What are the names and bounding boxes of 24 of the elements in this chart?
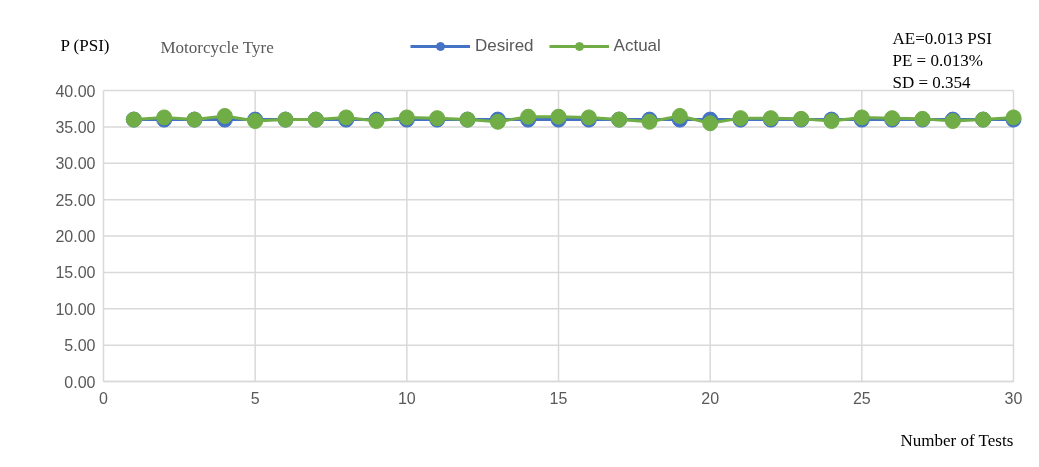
y-tick-label: 0.00 xyxy=(64,373,96,391)
text: PE = 0.013% xyxy=(892,51,983,70)
y-tick-label: 25.00 xyxy=(55,191,96,209)
y-tick-label: 30.00 xyxy=(55,155,96,173)
x-tick-label: 5 xyxy=(250,389,260,407)
y-axis-title: P (PSI) xyxy=(60,36,110,55)
text: AE=0.013 PSI xyxy=(892,29,993,48)
y-tick-label: 10.00 xyxy=(55,300,96,318)
annotation: SD = 0.354 xyxy=(892,73,972,92)
x-tick-label: 30 xyxy=(1004,389,1023,407)
y-tick-label: 15.00 xyxy=(55,264,96,282)
y-tick-label: 20.00 xyxy=(55,228,96,245)
x-tick-label: 25 xyxy=(852,389,871,407)
x-tick-label: 15 xyxy=(549,389,568,407)
x-tick-label: 20 xyxy=(701,389,720,407)
y-tick-label: 5.00 xyxy=(64,337,96,355)
x-tick-label: 0 xyxy=(99,389,109,407)
y-tick-label: 40.00 xyxy=(55,82,96,100)
x-tick-label: 10 xyxy=(397,389,416,407)
y-tick-label: 35.00 xyxy=(55,118,96,136)
legend-label: Desired xyxy=(475,36,534,56)
x-axis-title: Number of Tests xyxy=(900,431,1014,450)
chart-title: Motorcycle Tyre xyxy=(160,38,274,57)
legend-label: Actual xyxy=(613,36,661,56)
